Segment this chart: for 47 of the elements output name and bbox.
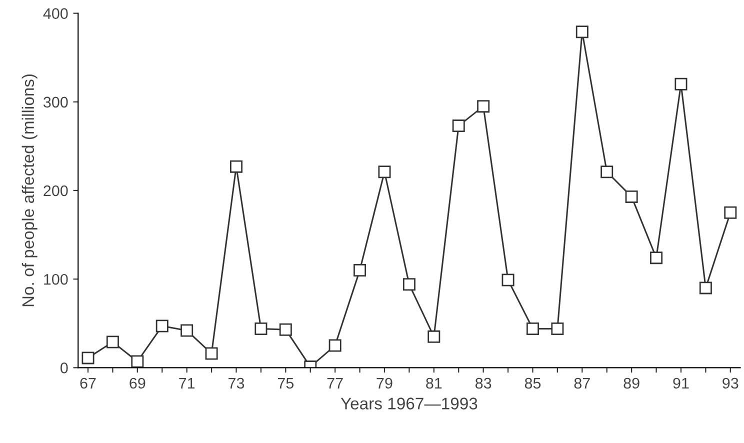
point [502,274,514,286]
x-tick-label: 89 [624,378,640,389]
point [526,322,539,335]
point [650,252,663,264]
point [180,324,194,337]
point [402,278,416,291]
y-tick-label: 200 [44,185,68,196]
point [254,322,268,335]
point [551,322,564,335]
x-tick-label: 77 [327,378,343,388]
x-tick-label: 87 [574,378,590,389]
x-tick-label: 71 [179,378,195,388]
x-tick-label: 85 [524,378,541,389]
point [674,78,688,90]
point [131,355,144,368]
point [600,166,614,178]
y-tick-label: 400 [43,8,68,19]
x-tick-label: 73 [228,378,244,389]
x-axis-title: Years 1967—1993 [340,398,478,410]
point [428,330,440,343]
point [230,160,242,173]
point [82,352,94,364]
point [699,282,712,294]
x-tick-label: 81 [426,378,442,389]
point [205,347,218,360]
x-tick-label: 83 [475,378,492,389]
point [724,206,737,219]
y-axis-title: No. of people affected (millions) [22,74,38,306]
x-tick-label: 93 [722,378,738,389]
point [328,339,342,352]
x-tick-label: 75 [278,378,294,389]
point [156,320,168,332]
point [477,100,490,113]
x-tick-label: 91 [673,378,689,389]
point [625,190,638,203]
y-tick-label: 300 [43,96,68,108]
point [354,264,366,276]
x-tick-label: 69 [130,378,146,389]
x-tick-label: 79 [376,378,392,389]
y-tick-label: 100 [44,274,68,285]
point [378,166,391,178]
point [106,336,119,348]
x-tick-label: 67 [80,378,96,389]
point [452,120,465,132]
y-tick-label: 0 [60,362,68,374]
point [279,323,292,336]
point [576,26,588,38]
